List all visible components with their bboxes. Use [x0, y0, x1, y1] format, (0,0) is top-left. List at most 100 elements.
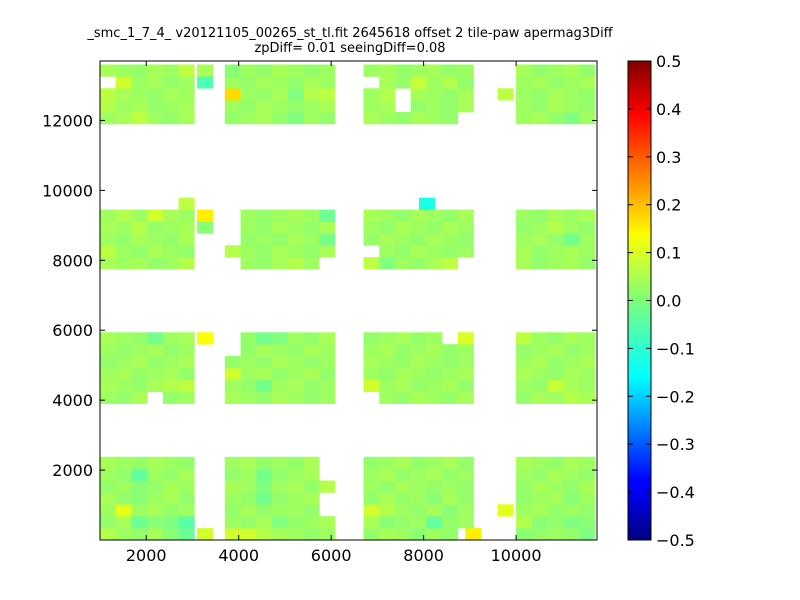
heatmap-cell: [410, 367, 427, 381]
heatmap-cell: [319, 516, 336, 529]
heatmap-cell: [178, 88, 195, 101]
heatmap-cell: [100, 528, 117, 541]
heatmap-cell: [578, 88, 595, 101]
heatmap-cell: [531, 221, 548, 234]
heatmap-cell: [547, 379, 564, 393]
heatmap-cell: [162, 245, 179, 258]
heatmap-cell: [547, 480, 564, 493]
heatmap-cell: [563, 356, 580, 369]
heatmap-cell: [578, 528, 595, 541]
heatmap-cell: [457, 64, 474, 77]
heatmap-cell: [457, 356, 474, 369]
heatmap-cell: [178, 516, 195, 529]
heatmap-cell: [162, 391, 179, 404]
heatmap-cell: [563, 221, 580, 234]
heatmap-cell: [115, 492, 132, 505]
heatmap-cell: [271, 209, 289, 222]
colorbar-tick-label: 0.0: [656, 292, 681, 311]
heatmap-cell: [410, 516, 427, 529]
heatmap-cell: [131, 379, 148, 393]
heatmap-cell: [497, 504, 514, 517]
heatmap-cell: [100, 504, 117, 517]
heatmap-cell: [363, 344, 380, 357]
heatmap-cell: [394, 468, 411, 481]
heatmap-cell: [410, 468, 427, 481]
heatmap-cell: [224, 64, 241, 77]
heatmap-cell: [303, 456, 320, 469]
heatmap-cell: [178, 468, 195, 481]
heatmap-cell: [256, 76, 273, 89]
heatmap-cell: [531, 480, 548, 493]
heatmap-cell: [563, 332, 580, 345]
heatmap-cell: [563, 468, 580, 481]
heatmap-cell: [379, 233, 396, 246]
heatmap-cell: [516, 257, 533, 270]
heatmap-cell: [363, 492, 380, 505]
heatmap-cell: [578, 221, 595, 234]
heatmap-cell: [240, 76, 257, 89]
heatmap-cell: [178, 64, 195, 77]
chart-subtitle: zpDiff= 0.01 seeingDiff=0.08: [254, 41, 446, 56]
heatmap-cell: [115, 391, 132, 404]
heatmap-cell: [410, 492, 427, 505]
heatmap-cell: [379, 257, 396, 270]
heatmap-cell: [178, 245, 195, 258]
heatmap-cell: [531, 100, 548, 113]
heatmap-cell: [426, 528, 443, 541]
heatmap-cell: [578, 480, 595, 493]
heatmap-cell: [547, 257, 564, 270]
heatmap-cell: [563, 209, 580, 222]
heatmap-cell: [256, 468, 273, 481]
heatmap-cell: [319, 88, 336, 101]
x-tick-label: 10000: [491, 546, 542, 565]
heatmap-cell: [224, 480, 241, 493]
heatmap-cell: [442, 367, 459, 381]
heatmap-cell: [442, 456, 459, 469]
heatmap-cell: [115, 367, 132, 381]
heatmap-cell: [516, 233, 533, 246]
heatmap-cell: [115, 480, 132, 493]
heatmap-cell: [115, 379, 132, 393]
colorbar-tick-label: 0.1: [656, 244, 681, 263]
heatmap-cell: [547, 468, 564, 481]
heatmap-cell: [100, 332, 117, 345]
heatmap-cell: [394, 209, 411, 222]
y-tick-label: 4000: [52, 391, 93, 410]
heatmap-cell: [147, 221, 164, 234]
heatmap-cell: [178, 233, 195, 246]
heatmap-cell: [457, 391, 474, 404]
heatmap-cell: [287, 245, 304, 258]
heatmap-cell: [100, 257, 117, 270]
heatmap-cell: [131, 100, 148, 113]
heatmap-cell: [363, 233, 380, 246]
heatmap-cell: [256, 344, 273, 357]
heatmap-cell: [531, 209, 548, 222]
heatmap-cell: [256, 391, 273, 404]
heatmap-cell: [363, 221, 380, 234]
heatmap-cell: [256, 112, 273, 125]
heatmap-cell: [363, 100, 380, 113]
heatmap-cell: [287, 221, 304, 234]
heatmap-cell: [379, 64, 396, 77]
heatmap-cell: [303, 356, 320, 369]
heatmap-cell: [379, 528, 396, 541]
y-tick-label: 12000: [42, 111, 93, 130]
heatmap-cell: [131, 332, 148, 345]
colorbar-tick-label: 0.4: [656, 100, 681, 119]
heatmap-cell: [442, 100, 459, 113]
heatmap-cell: [224, 391, 241, 404]
heatmap-cell: [516, 528, 533, 541]
heatmap-cell: [426, 257, 443, 270]
heatmap-cell: [547, 528, 564, 541]
heatmap-cell: [162, 221, 179, 234]
heatmap-cell: [531, 391, 548, 404]
heatmap-cell: [578, 245, 595, 258]
heatmap-cell: [578, 516, 595, 529]
heatmap-cell: [224, 456, 241, 469]
heatmap-cell: [271, 100, 289, 113]
heatmap-cell: [256, 100, 273, 113]
heatmap-cell: [147, 504, 164, 517]
heatmap-cell: [147, 344, 164, 357]
heatmap-cell: [319, 480, 336, 493]
heatmap-cell: [240, 480, 257, 493]
